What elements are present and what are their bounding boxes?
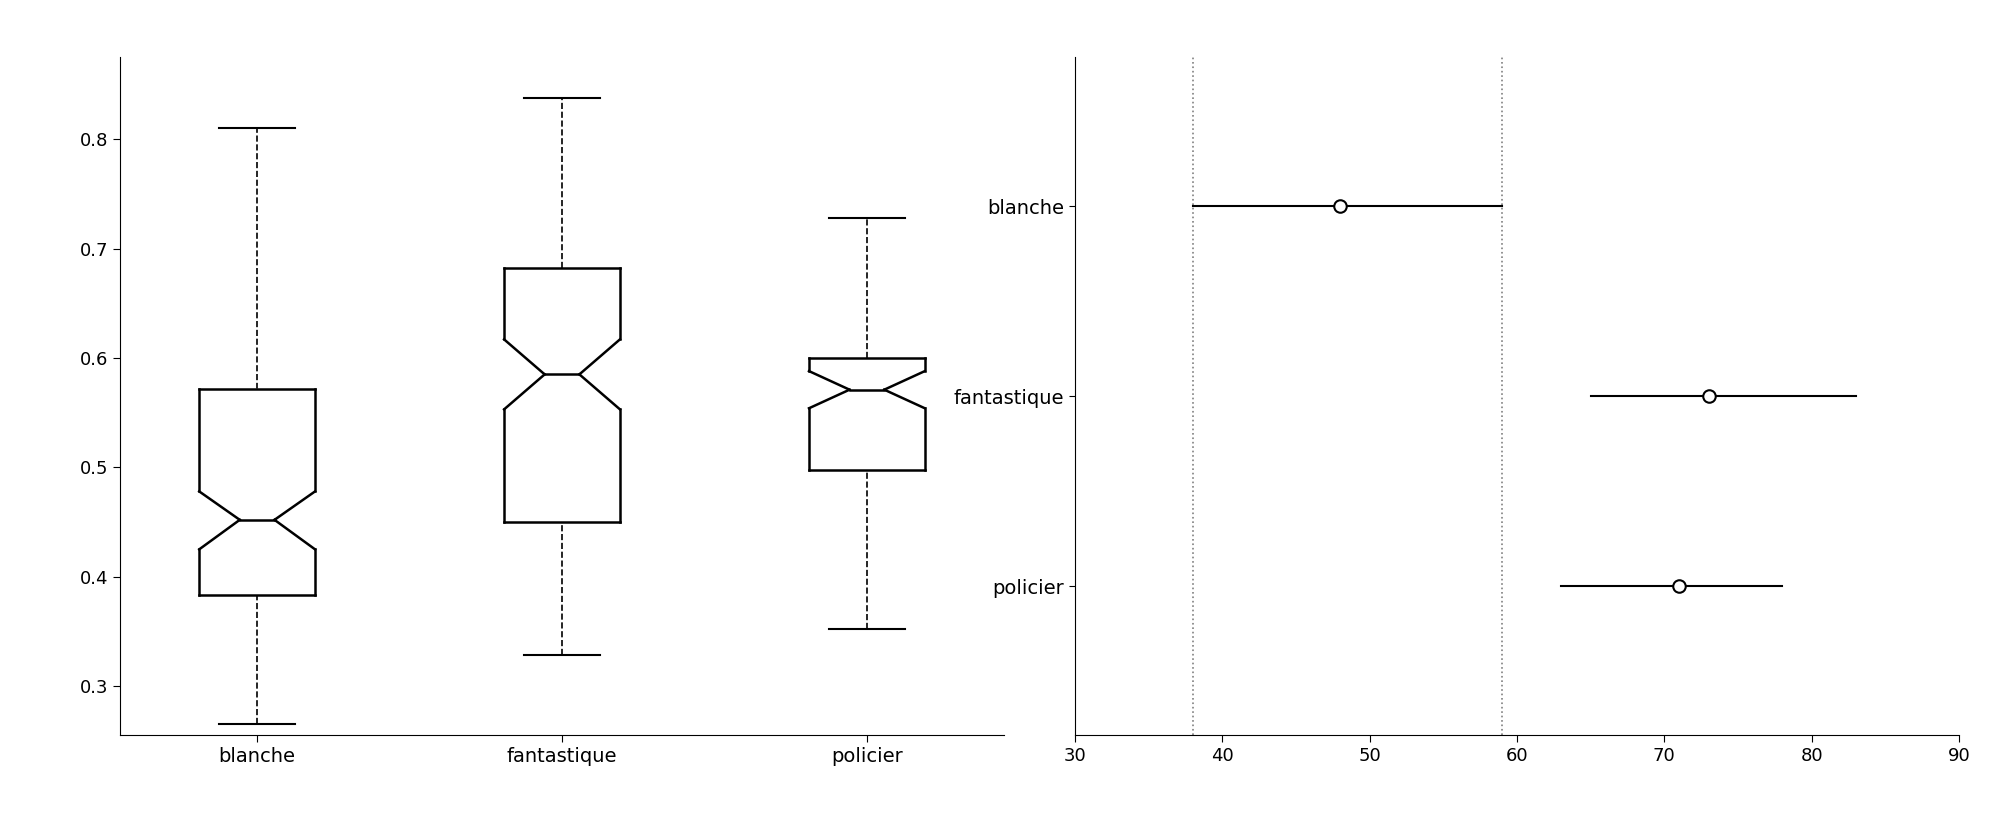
Polygon shape: [809, 358, 925, 470]
Polygon shape: [200, 389, 316, 596]
Polygon shape: [503, 268, 619, 522]
